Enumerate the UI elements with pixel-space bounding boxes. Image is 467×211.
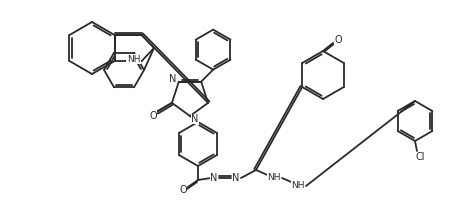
Text: NH: NH xyxy=(267,173,281,183)
Text: Cl: Cl xyxy=(415,152,425,162)
Text: NH: NH xyxy=(291,181,305,191)
Text: O: O xyxy=(179,185,187,195)
Text: NH: NH xyxy=(127,54,141,64)
Text: O: O xyxy=(334,35,342,45)
Text: O: O xyxy=(149,111,157,121)
Text: N: N xyxy=(191,114,198,124)
Text: N: N xyxy=(232,173,240,183)
Text: N: N xyxy=(169,74,177,84)
Text: N: N xyxy=(210,173,218,183)
